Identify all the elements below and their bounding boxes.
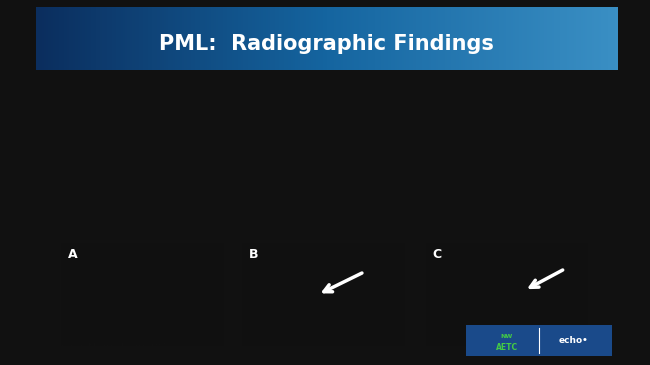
Text: T1: T1 bbox=[315, 222, 332, 236]
Text: Usually without enhancement or edema: Usually without enhancement or edema bbox=[68, 163, 296, 173]
Text: B: B bbox=[249, 248, 259, 261]
Text: Differential:  HIV, CMV, VZV, MS, CNS vasculitis, acute disseminated
   encephal: Differential: HIV, CMV, VZV, MS, CNS vas… bbox=[68, 200, 457, 223]
Text: AETC: AETC bbox=[496, 342, 518, 351]
Text: •: • bbox=[50, 200, 58, 213]
Bar bbox=[426, 243, 588, 346]
Text: Patchy sub-cortical white matter disease – hyperintense on T2 weighted
   MRI: Patchy sub-cortical white matter disease… bbox=[68, 86, 480, 109]
Text: Also may involve cerebellar peduncles, basal ganglia and thalamus: Also may involve cerebellar peduncles, b… bbox=[68, 129, 452, 139]
Text: T2: T2 bbox=[499, 222, 515, 236]
Text: •: • bbox=[50, 129, 58, 142]
Text: echo•: echo• bbox=[559, 337, 589, 345]
Text: NW: NW bbox=[501, 334, 513, 339]
Text: •: • bbox=[50, 86, 58, 99]
Bar bbox=[60, 243, 224, 346]
Text: A: A bbox=[68, 248, 77, 261]
Text: Flair: Flair bbox=[127, 222, 157, 236]
Bar bbox=[466, 326, 612, 356]
Text: PML:  Radiographic Findings: PML: Radiographic Findings bbox=[159, 34, 494, 54]
Text: C: C bbox=[432, 248, 441, 261]
Text: Berger Neurology 2013: Berger Neurology 2013 bbox=[47, 343, 176, 353]
Text: •: • bbox=[50, 163, 58, 176]
Bar bbox=[242, 243, 405, 346]
